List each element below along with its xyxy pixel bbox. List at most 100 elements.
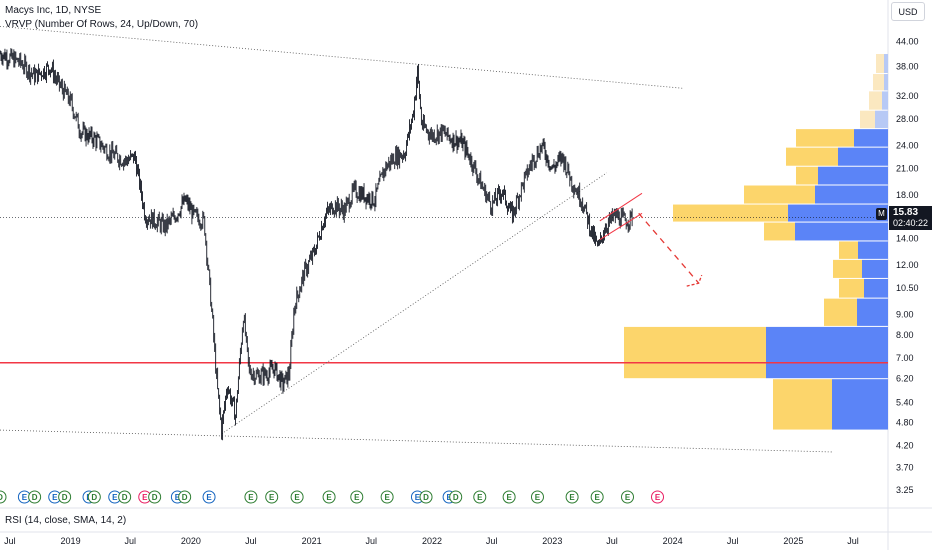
- price-tick-label: 12.00: [896, 260, 919, 270]
- currency-selector[interactable]: USD: [891, 2, 925, 21]
- event-marker-label: E: [22, 493, 28, 502]
- vp-up-bar: [788, 204, 888, 222]
- price-tick-label: 10.50: [896, 283, 919, 293]
- event-marker: [473, 490, 487, 504]
- event-marker-label: E: [294, 493, 300, 502]
- vp-up-bar: [875, 110, 888, 129]
- price-tick-label: 4.20: [896, 441, 914, 451]
- event-marker: [449, 490, 463, 504]
- trendline: [0, 25, 683, 89]
- event-marker: [590, 490, 604, 504]
- time-tick-label: 2020: [181, 536, 201, 546]
- event-marker: [244, 490, 258, 504]
- vp-down-bar: [833, 259, 862, 278]
- vp-up-bar: [882, 91, 888, 110]
- price-tick-label: 3.70: [896, 463, 914, 473]
- vp-up-bar: [766, 326, 888, 379]
- event-marker: [502, 490, 516, 504]
- vp-down-bar: [764, 222, 795, 241]
- vp-up-bar: [818, 166, 888, 185]
- projection-arrow-line: [638, 212, 700, 284]
- event-marker-label: E: [535, 493, 541, 502]
- event-marker: [148, 490, 162, 504]
- channel-upper-line: [599, 192, 643, 222]
- time-tick-label: Jul: [486, 536, 498, 546]
- event-marker-label: D: [62, 493, 68, 502]
- event-marker-label: E: [415, 493, 421, 502]
- projection-arrow-head: [686, 274, 703, 287]
- price-tick-label: 9.00: [896, 310, 914, 320]
- vp-up-bar: [884, 54, 888, 74]
- event-marker-label: D: [122, 493, 128, 502]
- event-marker-label: D: [182, 493, 188, 502]
- rsi-indicator-label[interactable]: RSI (14, close, SMA, 14, 2): [5, 515, 127, 526]
- event-marker: [621, 490, 635, 504]
- event-marker-label: D: [152, 493, 158, 502]
- vp-down-bar: [796, 166, 818, 185]
- vp-up-bar: [884, 74, 888, 91]
- event-marker: [290, 490, 304, 504]
- event-marker-label: E: [625, 493, 631, 502]
- event-marker-label: E: [594, 493, 600, 502]
- price-tick-label: 38.00: [896, 62, 919, 72]
- vp-down-bar: [824, 298, 857, 326]
- price-tick-label: 3.25: [896, 485, 914, 495]
- vp-up-bar: [795, 222, 888, 241]
- event-marker-label: E: [569, 493, 575, 502]
- time-tick-label: Jul: [245, 536, 257, 546]
- event-marker-label: D: [32, 493, 38, 502]
- chart-title[interactable]: Macys Inc, 1D, NYSE: [5, 5, 102, 16]
- time-tick-label: Jul: [124, 536, 136, 546]
- event-marker-label: E: [384, 493, 390, 502]
- vp-up-bar: [832, 379, 888, 430]
- trendline: [0, 429, 833, 453]
- time-tick-label: 2024: [663, 536, 683, 546]
- vp-up-bar: [815, 185, 888, 204]
- vp-down-bar: [876, 54, 884, 74]
- event-marker-label: E: [206, 493, 212, 502]
- time-tick-label: 2019: [61, 536, 81, 546]
- vp-down-bar: [873, 74, 884, 91]
- event-marker-label: E: [112, 493, 118, 502]
- event-marker-label: E: [175, 493, 181, 502]
- price-tick-label: 5.40: [896, 397, 914, 407]
- last-price: 15.83: [893, 207, 919, 218]
- vp-down-bar: [673, 204, 788, 222]
- vp-up-bar: [858, 241, 888, 259]
- vp-down-bar: [839, 241, 858, 259]
- event-marker: [350, 490, 364, 504]
- vp-up-bar: [838, 147, 888, 166]
- time-tick-label: Jul: [727, 536, 739, 546]
- price-tick-label: 32.00: [896, 91, 919, 101]
- event-marker: [565, 490, 579, 504]
- vp-down-bar: [744, 185, 815, 204]
- time-tick-label: Jul: [847, 536, 859, 546]
- event-marker-label: E: [248, 493, 254, 502]
- event-marker: [118, 490, 132, 504]
- price-tick-label: 21.00: [896, 164, 919, 174]
- last-price-tag: 15.83 02:40:22: [889, 206, 932, 230]
- event-marker: [28, 490, 42, 504]
- vp-down-bar: [839, 278, 864, 298]
- event-marker-label: E: [326, 493, 332, 502]
- price-tick-label: 8.00: [896, 330, 914, 340]
- time-tick-label: 2025: [783, 536, 803, 546]
- price-tick-label: 44.00: [896, 36, 919, 46]
- time-tick-label: 2021: [302, 536, 322, 546]
- event-marker: [58, 490, 72, 504]
- vrvp-indicator-label[interactable]: VRVP (Number Of Rows, 24, Up/Down, 70): [5, 19, 199, 30]
- price-tick-label: 7.00: [896, 353, 914, 363]
- event-marker-label: D: [91, 493, 97, 502]
- time-tick-label: 2023: [542, 536, 562, 546]
- vp-down-bar: [869, 91, 882, 110]
- event-marker-label: E: [506, 493, 512, 502]
- event-marker-label: E: [142, 493, 148, 502]
- time-tick-label: 2022: [422, 536, 442, 546]
- market-status-badge: M: [876, 208, 887, 220]
- event-marker-label: D: [453, 493, 459, 502]
- time-tick-label: Jul: [4, 536, 16, 546]
- vp-down-bar: [624, 326, 766, 379]
- event-marker: [265, 490, 279, 504]
- event-marker-label: E: [477, 493, 483, 502]
